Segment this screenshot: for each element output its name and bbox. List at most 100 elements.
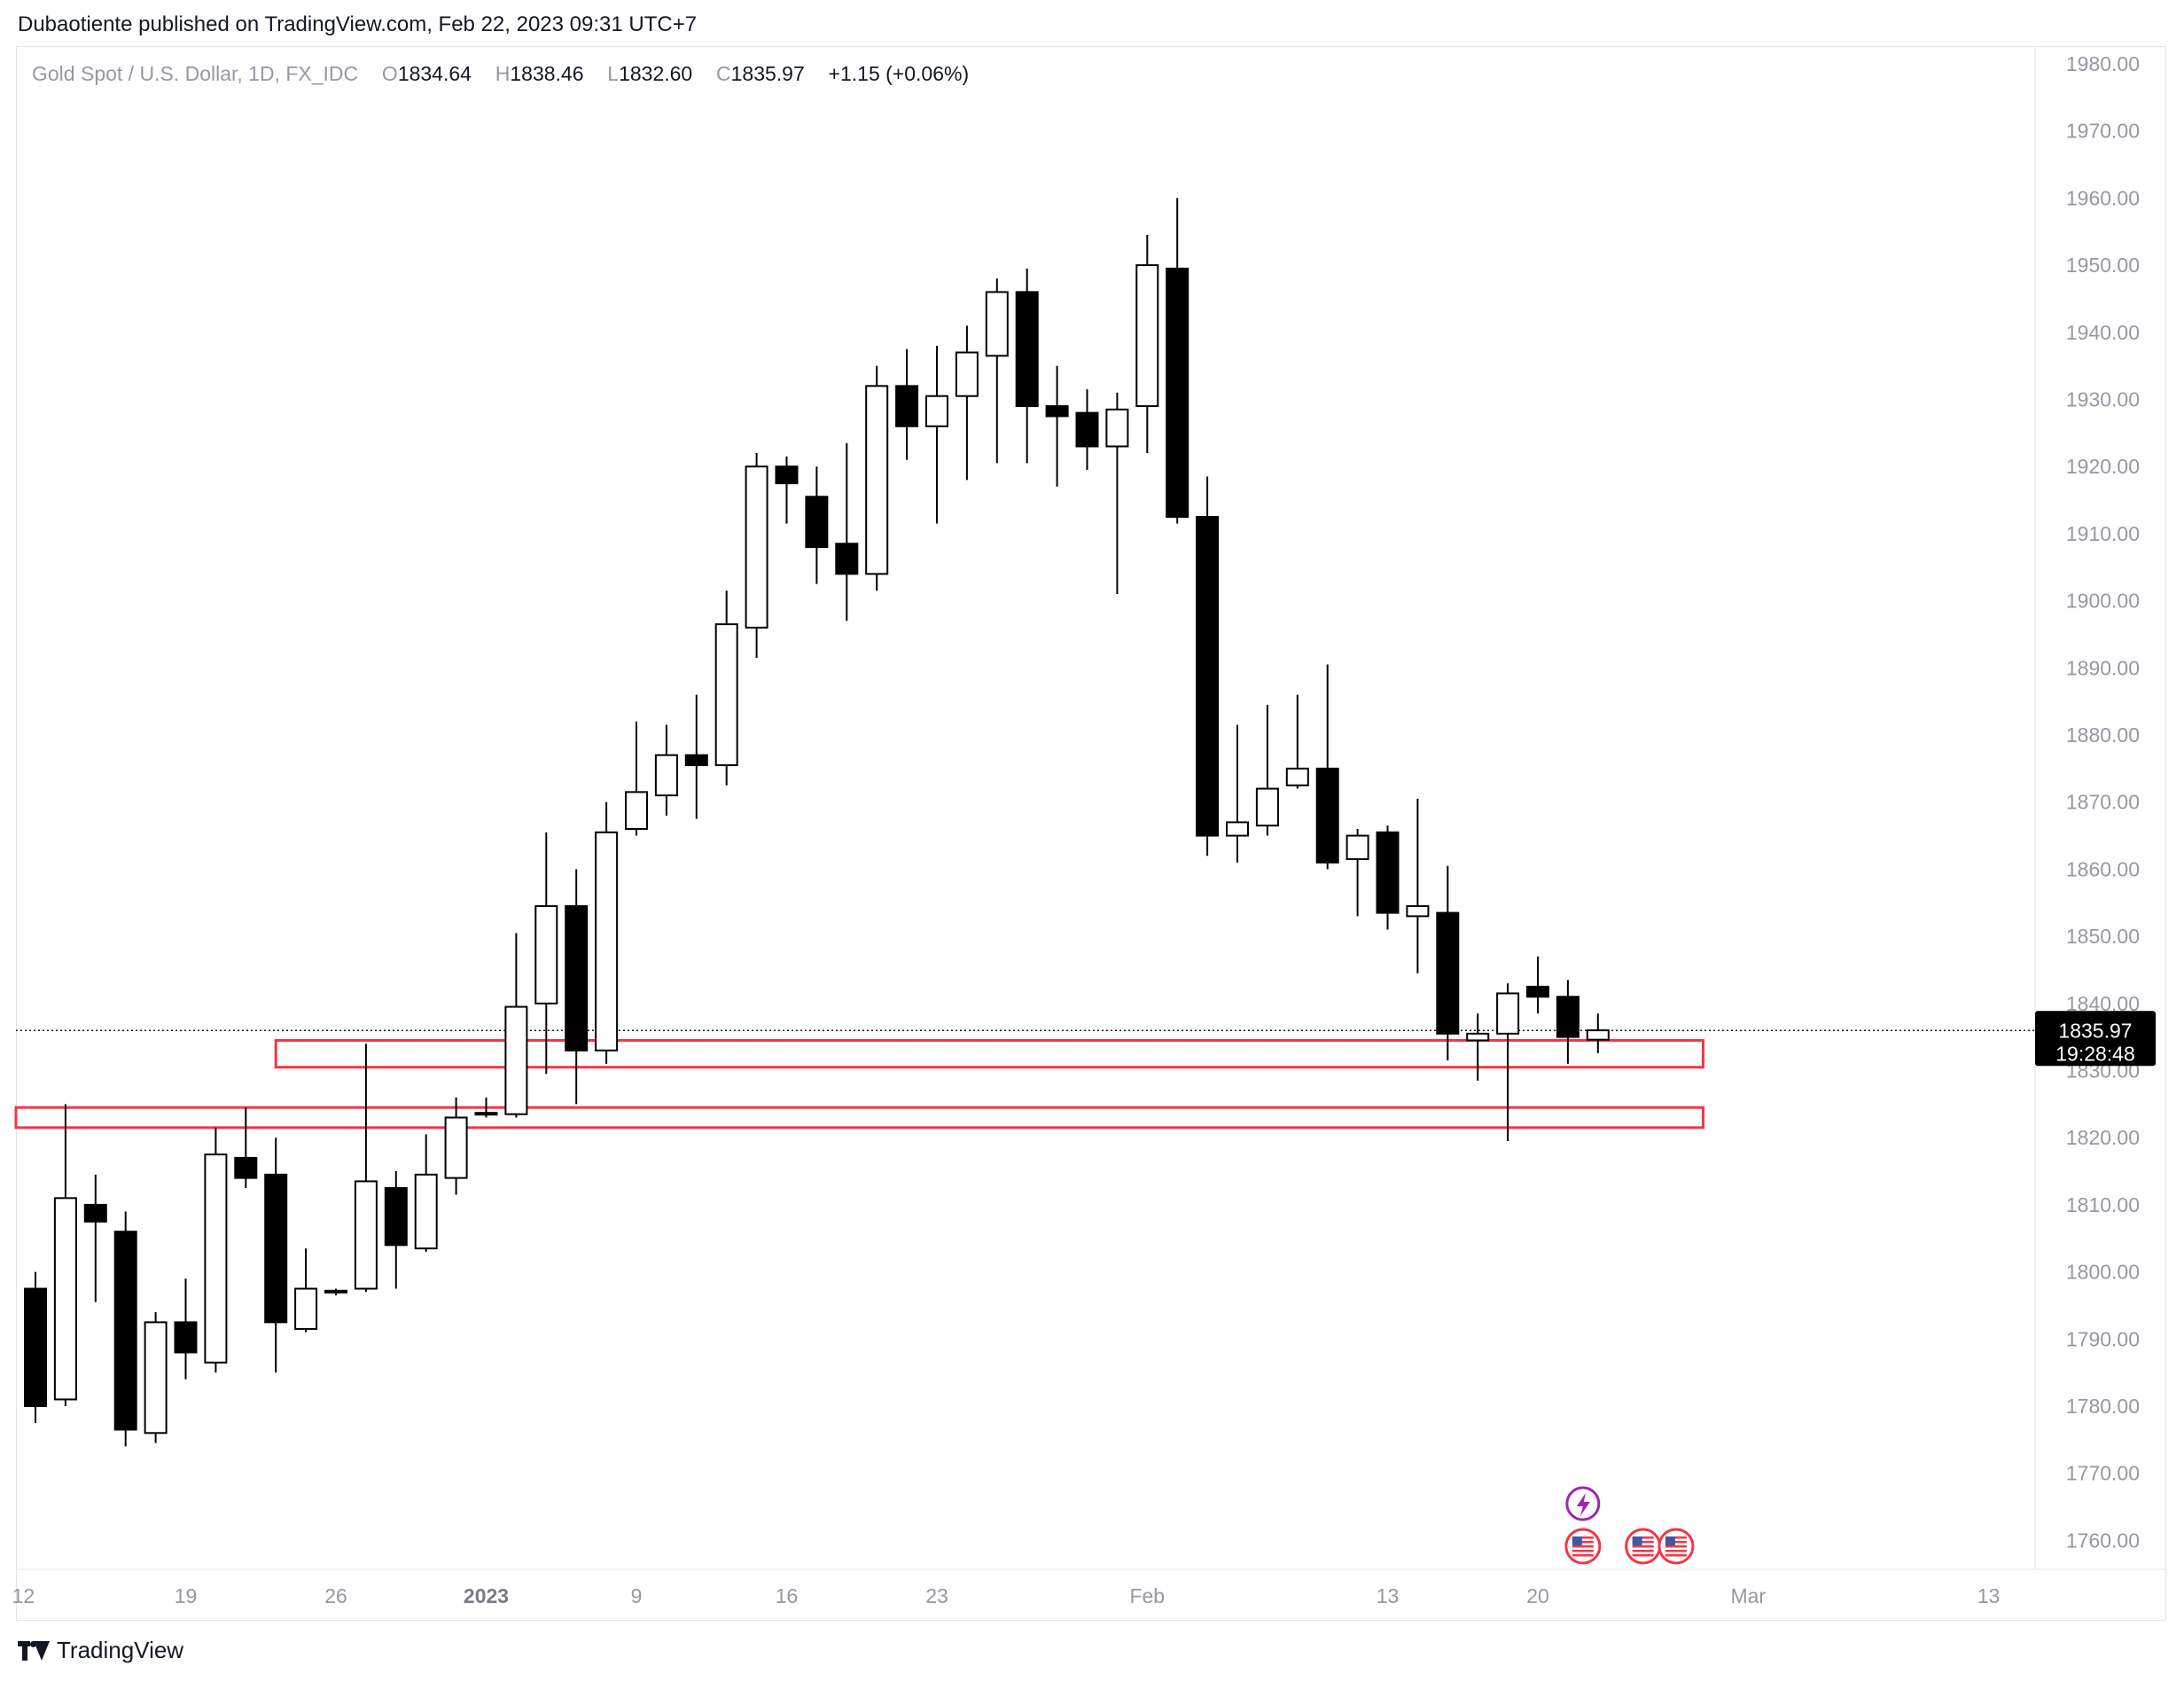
legend-close-label: C <box>716 62 731 85</box>
candle <box>1045 365 1069 487</box>
time-axis-tick-label: Mar <box>1730 1584 1766 1607</box>
candle <box>174 1278 198 1380</box>
candle-body <box>565 905 589 1052</box>
candle-body <box>805 496 829 549</box>
flag-canton <box>1665 1536 1675 1545</box>
candle-body <box>625 791 648 830</box>
flag-stripe <box>1665 1554 1687 1557</box>
candle-body <box>1406 905 1430 918</box>
time-axis-tick-label: 2023 <box>464 1584 509 1607</box>
time-axis-tick-label: 20 <box>1526 1584 1549 1607</box>
chart-pane[interactable] <box>16 46 2166 1621</box>
candle-body <box>684 754 708 767</box>
flag-stripe <box>1572 1536 1594 1539</box>
candle-body <box>24 1287 47 1408</box>
tradingview-brand-text: TradingView <box>57 1637 184 1663</box>
candle <box>1135 235 1159 454</box>
candle <box>895 348 919 460</box>
candle-body <box>204 1153 228 1364</box>
candle-body <box>1015 291 1039 408</box>
candle <box>714 590 738 786</box>
candle <box>1526 956 1549 1014</box>
countdown-label: 19:28:48 <box>2055 1042 2135 1065</box>
candle <box>474 1097 498 1118</box>
price-axis-tick-label: 1980.00 <box>2066 52 2140 75</box>
candle-body <box>1586 1029 1610 1041</box>
price-axis-tick-label: 1760.00 <box>2066 1529 2140 1552</box>
time-axis-tick-label: 12 <box>12 1584 35 1607</box>
candle-body <box>83 1203 107 1223</box>
candle-body <box>925 395 948 427</box>
candle-body <box>775 465 799 485</box>
candle <box>805 466 829 584</box>
candle <box>324 1288 347 1296</box>
candle-body <box>1075 411 1099 448</box>
candle-body <box>294 1287 318 1330</box>
price-axis-tick-label: 1790.00 <box>2066 1327 2140 1350</box>
candle <box>354 1044 378 1293</box>
candle <box>294 1248 318 1333</box>
candle-body <box>444 1116 468 1179</box>
flag-stripe <box>1665 1541 1687 1544</box>
legend-open-value: 1834.64 <box>397 62 472 85</box>
candle <box>24 1271 47 1423</box>
flag-stripe <box>1632 1541 1654 1544</box>
us-flag-event-icon <box>1564 1528 1602 1565</box>
candle-body <box>1105 408 1129 448</box>
candle-body <box>654 754 678 797</box>
candle <box>1285 694 1309 789</box>
legend-low-value: 1832.60 <box>619 62 693 85</box>
candle <box>1255 704 1279 836</box>
price-axis-tick-label: 1870.00 <box>2066 791 2140 814</box>
candle <box>83 1174 107 1302</box>
candle <box>204 1127 228 1373</box>
chart-legend: Gold Spot / U.S. Dollar, 1D, FX_IDC O183… <box>32 62 969 86</box>
legend-high-value: 1838.46 <box>510 62 584 85</box>
candle <box>1226 724 1249 863</box>
price-axis-tick-label: 1850.00 <box>2066 925 2140 948</box>
candle <box>1196 476 1220 856</box>
candle-body <box>1315 767 1339 864</box>
price-axis-tick-label: 1900.00 <box>2066 590 2140 613</box>
candle-body <box>1166 267 1190 518</box>
price-axis-tick-label: 1880.00 <box>2066 723 2140 747</box>
legend-high-label: H <box>495 62 511 85</box>
candle <box>384 1171 408 1289</box>
price-axis-tick-label: 1960.00 <box>2066 186 2140 209</box>
candle <box>985 278 1009 464</box>
candle <box>625 721 648 836</box>
us-flag-event-icon <box>1658 1528 1695 1565</box>
time-axis-tick-label: 23 <box>925 1584 948 1607</box>
candle-body <box>234 1156 258 1179</box>
candle-body <box>504 1005 528 1115</box>
price-axis-tick-label: 1860.00 <box>2066 857 2140 880</box>
candle <box>414 1134 438 1252</box>
price-axis-tick-label: 1890.00 <box>2066 656 2140 679</box>
lightning-event-icon <box>1565 1486 1601 1521</box>
candle <box>745 453 768 658</box>
candle <box>53 1104 77 1406</box>
flag-stripe <box>1572 1541 1594 1544</box>
candle <box>955 325 979 481</box>
candle-body <box>324 1289 347 1294</box>
current-price-label: 1835.97 <box>2058 1019 2132 1042</box>
candle <box>595 801 619 1064</box>
tradingview-logo[interactable]: TradingView <box>18 1637 183 1664</box>
time-axis-tick-label: 19 <box>175 1584 198 1607</box>
flag-stripe <box>1572 1554 1594 1557</box>
flag-stripe <box>1632 1545 1654 1548</box>
candle <box>1466 1013 1490 1081</box>
candle <box>1105 392 1129 595</box>
legend-change: +1.15 (+0.06%) <box>828 62 970 85</box>
candle-body <box>1346 834 1369 861</box>
candle-body <box>1285 767 1309 786</box>
legend-symbol[interactable]: Gold Spot / U.S. Dollar, 1D, FX_IDC <box>32 62 359 85</box>
legend-close-value: 1835.97 <box>730 62 805 85</box>
candle <box>1586 1013 1610 1053</box>
candle-body <box>1376 831 1400 914</box>
price-axis-tick-label: 1810.00 <box>2066 1193 2140 1216</box>
flag-stripe <box>1665 1550 1687 1552</box>
time-axis-tick-label: 13 <box>1377 1584 1400 1607</box>
